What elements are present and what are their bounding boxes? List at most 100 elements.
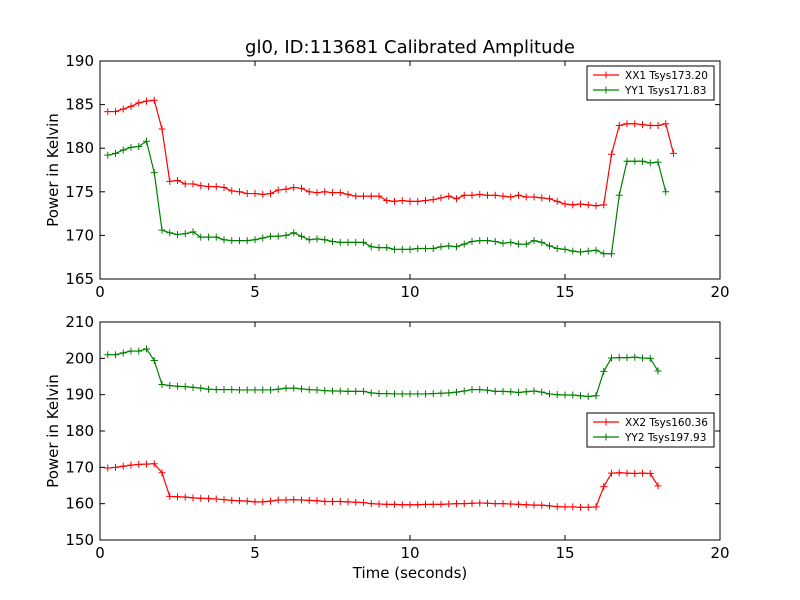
data-point bbox=[321, 387, 329, 395]
data-point bbox=[584, 201, 592, 209]
data-point bbox=[453, 195, 460, 203]
data-point bbox=[600, 201, 608, 209]
data-point bbox=[662, 188, 670, 196]
data-point bbox=[274, 232, 282, 240]
x-tick-label: 5 bbox=[250, 544, 260, 562]
series-yy2 bbox=[104, 345, 662, 400]
data-point bbox=[236, 237, 243, 245]
data-point bbox=[158, 469, 166, 477]
data-point bbox=[445, 500, 453, 508]
data-point bbox=[646, 159, 654, 167]
data-point bbox=[375, 390, 383, 398]
data-point bbox=[468, 191, 476, 199]
data-point bbox=[623, 354, 631, 362]
data-point bbox=[615, 191, 623, 199]
data-point bbox=[274, 186, 282, 194]
data-point bbox=[484, 237, 491, 245]
data-point bbox=[150, 460, 158, 468]
data-point bbox=[422, 197, 429, 205]
y-tick-label: 190 bbox=[65, 52, 94, 70]
data-point bbox=[476, 499, 484, 507]
data-point bbox=[639, 354, 646, 362]
y-axis-label: Power in Kelvin bbox=[44, 113, 62, 227]
data-point bbox=[274, 496, 282, 504]
data-point bbox=[197, 384, 205, 392]
data-point bbox=[158, 380, 166, 388]
data-point bbox=[592, 202, 600, 210]
data-point bbox=[367, 389, 375, 397]
data-point bbox=[127, 461, 135, 469]
data-point bbox=[646, 354, 654, 362]
data-point bbox=[212, 386, 220, 394]
data-point bbox=[189, 383, 197, 391]
data-point bbox=[615, 469, 623, 477]
y-tick-label: 190 bbox=[65, 386, 94, 404]
data-point bbox=[491, 191, 499, 199]
data-point bbox=[623, 120, 631, 128]
data-point bbox=[515, 500, 522, 508]
data-point bbox=[135, 347, 143, 355]
data-point bbox=[538, 238, 546, 246]
data-point bbox=[406, 501, 414, 509]
data-point bbox=[112, 351, 119, 359]
data-point bbox=[530, 387, 538, 395]
plot-panel-1: 0 5 10 15 20 165 170 175 180 185 190 Power in Kelvi… bbox=[44, 52, 730, 301]
data-point bbox=[553, 197, 561, 205]
data-point bbox=[259, 190, 267, 198]
data-point bbox=[391, 390, 398, 398]
data-point bbox=[631, 157, 639, 165]
data-point bbox=[623, 157, 631, 165]
data-point bbox=[538, 388, 546, 396]
data-point bbox=[600, 483, 608, 491]
x-tick-label: 15 bbox=[555, 283, 574, 301]
data-point bbox=[344, 238, 352, 246]
data-point bbox=[329, 497, 336, 505]
data-point bbox=[305, 236, 313, 244]
legend-box bbox=[586, 65, 715, 101]
data-point bbox=[484, 191, 491, 199]
data-point bbox=[212, 233, 220, 241]
data-point bbox=[422, 244, 429, 252]
data-point bbox=[158, 226, 166, 234]
data-point bbox=[336, 238, 344, 246]
data-point bbox=[290, 384, 298, 392]
data-point bbox=[398, 501, 406, 509]
data-point bbox=[166, 229, 174, 237]
legend: XX1 Tsys173.20 YY1 Tsys171.83 bbox=[586, 65, 715, 101]
data-point bbox=[631, 120, 639, 128]
data-point bbox=[352, 238, 360, 246]
data-point bbox=[608, 469, 615, 477]
data-point bbox=[236, 386, 243, 394]
data-point bbox=[143, 137, 150, 145]
data-point bbox=[561, 245, 569, 253]
data-point bbox=[158, 125, 166, 133]
data-point bbox=[127, 143, 135, 151]
y-tick-label: 160 bbox=[65, 495, 94, 513]
data-point bbox=[205, 233, 212, 241]
data-point bbox=[236, 497, 243, 505]
data-point bbox=[104, 151, 112, 159]
data-point bbox=[600, 250, 608, 258]
legend-box bbox=[586, 412, 715, 448]
data-point bbox=[406, 390, 414, 398]
data-point bbox=[259, 386, 267, 394]
data-point bbox=[499, 387, 507, 395]
data-point bbox=[259, 498, 267, 506]
data-point bbox=[344, 387, 352, 395]
data-point bbox=[205, 385, 212, 393]
data-point bbox=[600, 367, 608, 375]
data-point bbox=[569, 391, 577, 399]
data-point bbox=[515, 191, 522, 199]
data-point bbox=[174, 493, 181, 501]
data-point bbox=[460, 500, 468, 508]
data-point bbox=[553, 503, 561, 511]
data-point bbox=[414, 197, 422, 205]
data-point bbox=[367, 192, 375, 200]
data-point bbox=[290, 183, 298, 191]
data-point bbox=[639, 121, 646, 129]
data-point bbox=[313, 235, 321, 243]
y-tick-label: 180 bbox=[65, 422, 94, 440]
data-point bbox=[654, 158, 662, 166]
data-point bbox=[515, 388, 522, 396]
data-point bbox=[181, 180, 189, 188]
